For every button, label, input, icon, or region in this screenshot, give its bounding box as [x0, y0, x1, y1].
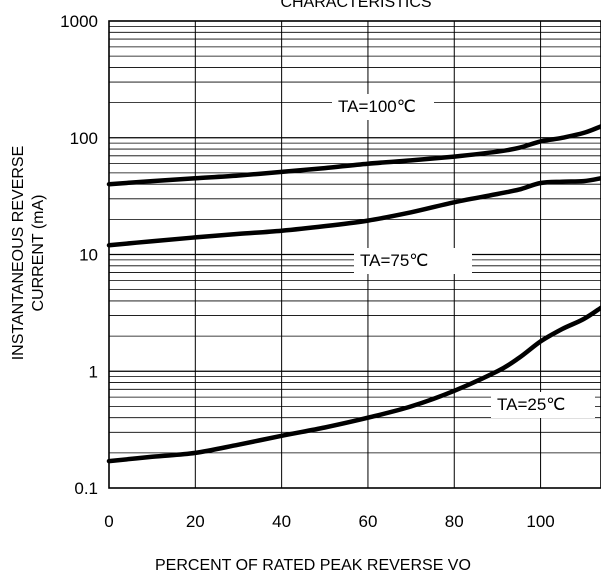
- x-tick-label: 80: [445, 512, 464, 531]
- label-ta-100-bg: [332, 94, 434, 120]
- y-axis-label-line-2: CURRENT (mA): [30, 194, 47, 311]
- x-tick-labels: 0 20 40 60 80 100: [104, 512, 555, 531]
- y-tick-label: 1000: [60, 12, 98, 31]
- curves: [106, 124, 601, 464]
- curve-ta-25: [106, 305, 601, 464]
- curve-ta-75: [106, 175, 601, 248]
- x-tick-label: 100: [526, 512, 554, 531]
- label-ta-100: TA=100℃: [338, 97, 416, 116]
- plot-frame: [108, 20, 601, 489]
- label-ta-25: TA=25℃: [497, 395, 565, 414]
- chart-title: CHARACTERISTICS: [280, 0, 431, 11]
- x-tick-label: 20: [186, 512, 205, 531]
- grid: [109, 21, 601, 488]
- y-tick-labels: 0.1 1 10 100 1000: [60, 12, 98, 498]
- y-tick-label: 1: [89, 362, 98, 381]
- y-tick-label: 100: [70, 129, 98, 148]
- y-tick-label: 0.1: [74, 479, 98, 498]
- label-ta-75-bg: [354, 248, 472, 274]
- x-tick-label: 40: [272, 512, 291, 531]
- label-ta-25-bg: [491, 392, 595, 418]
- x-tick-label: 60: [358, 512, 377, 531]
- x-axis-label: PERCENT OF RATED PEAK REVERSE VO: [155, 557, 471, 574]
- y-tick-label: 10: [79, 246, 98, 265]
- curve-labels: TA=100℃ TA=75℃ TA=25℃: [332, 94, 595, 418]
- curve-ta-100: [106, 124, 601, 187]
- label-ta-75: TA=75℃: [360, 251, 428, 270]
- x-tick-label: 0: [104, 512, 113, 531]
- plot-border: [108, 20, 601, 489]
- y-axis-label-line-1: INSTANTANEOUS REVERSE: [10, 146, 27, 361]
